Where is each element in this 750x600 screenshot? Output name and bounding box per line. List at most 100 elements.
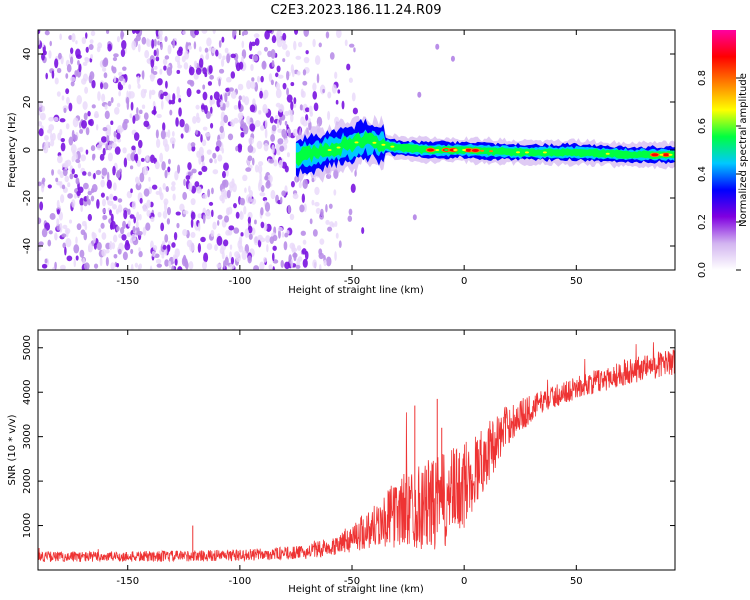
- noise-blob: [96, 242, 102, 251]
- noise-blob: [174, 55, 181, 63]
- noise-blob: [188, 261, 194, 270]
- noise-blob: [167, 244, 171, 253]
- noise-blob: [272, 234, 278, 242]
- noise-blob: [200, 236, 206, 243]
- noise-blob: [287, 109, 293, 116]
- noise-blob: [318, 42, 322, 48]
- noise-blob: [122, 251, 128, 261]
- noise-blob: [83, 112, 88, 121]
- noise-blob: [314, 186, 320, 196]
- noise-blob: [227, 133, 234, 141]
- signal-spot: [659, 153, 664, 156]
- noise-blob: [260, 125, 265, 131]
- noise-blob: [153, 38, 157, 47]
- noise-blob: [319, 264, 322, 270]
- noise-blob: [218, 78, 221, 87]
- noise-blob: [118, 233, 123, 239]
- noise-blob: [113, 53, 119, 58]
- noise-blob: [266, 244, 269, 253]
- noise-blob: [113, 253, 118, 259]
- noise-blob: [278, 229, 281, 239]
- noise-blob: [113, 130, 117, 138]
- noise-blob: [111, 66, 117, 74]
- noise-blob: [224, 256, 229, 266]
- noise-blob: [211, 47, 217, 54]
- noise-blob: [221, 179, 227, 187]
- noise-blob: [279, 196, 283, 205]
- noise-blob: [163, 65, 167, 71]
- noise-blob: [100, 222, 105, 229]
- noise-blob: [50, 132, 53, 141]
- noise-blob: [174, 248, 180, 258]
- noise-blob: [41, 228, 48, 238]
- noise-blob: [248, 190, 253, 198]
- noise-blob: [309, 218, 313, 225]
- noise-blob: [230, 91, 237, 99]
- noise-blob: [102, 82, 109, 90]
- noise-blob: [212, 221, 217, 230]
- noise-blob: [60, 142, 66, 152]
- noise-blob: [142, 165, 149, 176]
- noise-blob: [229, 244, 233, 250]
- noise-blob: [93, 172, 96, 180]
- noise-blob: [136, 75, 140, 85]
- noise-blob: [282, 58, 286, 63]
- y-tick-label: 2000: [22, 468, 33, 493]
- x-tick-label: -50: [344, 276, 360, 287]
- signal-spot: [336, 146, 341, 149]
- noise-blob: [291, 244, 296, 254]
- noise-blob: [201, 261, 207, 270]
- signal-hotspot-core: [465, 148, 473, 152]
- noise-blob: [87, 190, 92, 196]
- noise-blob: [304, 107, 310, 113]
- noise-blob: [190, 142, 196, 147]
- noise-blob: [132, 115, 136, 124]
- noise-blob: [170, 185, 176, 192]
- noise-blob: [221, 147, 225, 154]
- noise-blob: [168, 260, 172, 267]
- noise-blob: [38, 120, 43, 127]
- noise-blob: [256, 140, 263, 150]
- noise-blob: [93, 263, 99, 269]
- noise-blob: [136, 211, 140, 222]
- noise-blob: [282, 32, 287, 41]
- noise-blob: [243, 96, 250, 106]
- x-tick-label: -100: [229, 276, 252, 287]
- noise-blob: [313, 102, 319, 112]
- noise-blob: [333, 189, 337, 196]
- noise-blob: [99, 153, 105, 161]
- noise-blob: [50, 138, 55, 147]
- noise-blob: [62, 168, 68, 177]
- noise-blob: [234, 251, 240, 258]
- noise-blob: [352, 107, 358, 115]
- noise-blob: [335, 232, 339, 239]
- noise-blob: [65, 123, 70, 130]
- noise-blob: [228, 225, 235, 231]
- noise-blob: [212, 152, 217, 159]
- noise-blob: [138, 109, 143, 115]
- noise-blob: [176, 69, 181, 75]
- noise-blob: [302, 239, 307, 245]
- noise-blob: [75, 255, 79, 261]
- noise-blob: [183, 62, 189, 70]
- noise-blob: [137, 230, 143, 236]
- signal-spot: [480, 149, 485, 152]
- noise-blob: [253, 265, 260, 270]
- noise-blob: [85, 32, 88, 39]
- colorbar-tick-label: 0.4: [697, 166, 708, 182]
- noise-blob: [102, 215, 108, 220]
- noise-blob: [162, 91, 168, 97]
- noise-blob: [223, 260, 226, 270]
- noise-blob: [223, 114, 229, 124]
- noise-blob: [221, 188, 227, 198]
- spectrogram-x-axis-label: Height of straight line (km): [288, 285, 424, 296]
- noise-blob: [260, 207, 264, 216]
- noise-blob: [54, 58, 59, 69]
- noise-blob: [278, 104, 284, 113]
- noise-blob: [143, 112, 149, 120]
- colorbar-tick-label: 0.0: [697, 262, 708, 278]
- noise-blob: [314, 201, 320, 207]
- noise-blob: [44, 258, 48, 264]
- noise-blob: [104, 104, 108, 110]
- noise-blob: [260, 75, 264, 83]
